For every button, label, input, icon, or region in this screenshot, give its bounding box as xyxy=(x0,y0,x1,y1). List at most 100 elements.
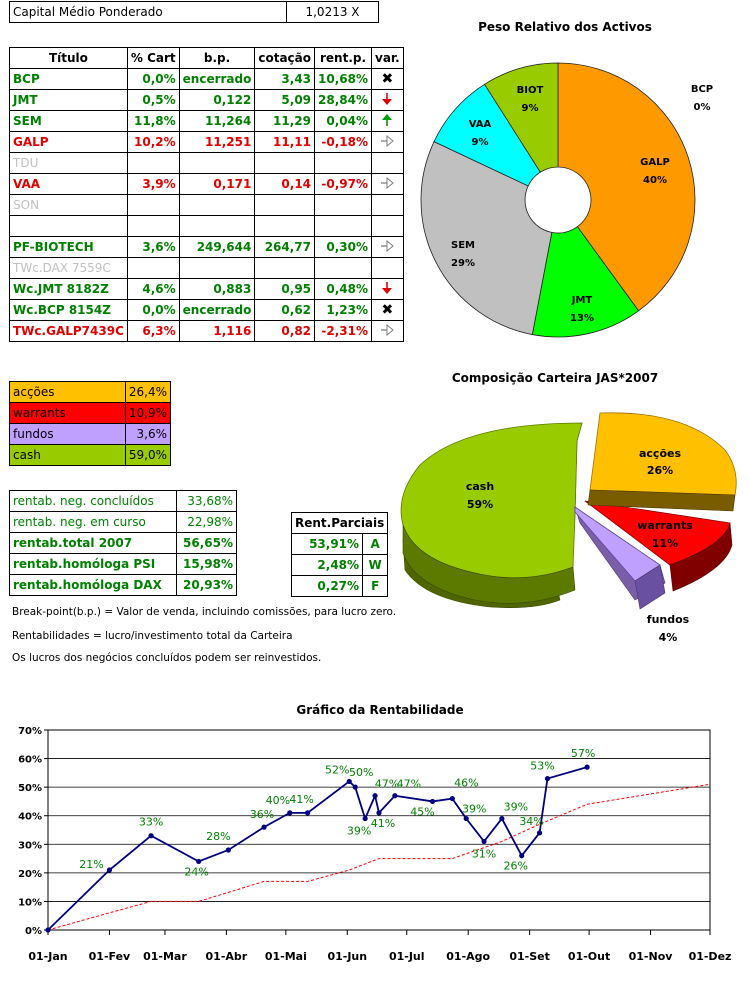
data-label: 41% xyxy=(289,793,313,806)
data-point xyxy=(45,927,51,933)
data-label: 45% xyxy=(410,805,434,818)
arrow-right-icon xyxy=(380,176,394,189)
pie3d-slice-accoes xyxy=(589,412,737,496)
donut-label-sem: SEM xyxy=(451,240,475,251)
pie3d-label-cash: cash xyxy=(466,480,494,493)
y-tick-label: 40% xyxy=(18,812,42,823)
parciais-row: 2,48% W xyxy=(290,554,389,576)
rentab-row: rentab. neg. em curso 22,98% xyxy=(9,511,237,533)
donut-chart: GALP 40% JMT 13% SEM 29% VAA 9% BIOT 9% BCP 0% xyxy=(420,62,713,338)
cell-var xyxy=(371,278,404,300)
x-tick-label: 01-Set xyxy=(509,950,550,963)
data-label: 24% xyxy=(184,865,208,878)
donut-slice-biot xyxy=(484,62,559,173)
table-row: GALP 10,2% 11,251 11,11 -0,18% xyxy=(9,131,404,153)
parciais-code: A xyxy=(362,533,389,555)
close-icon: ✖ xyxy=(381,71,394,87)
x-tick-label: 01-Fev xyxy=(89,950,131,963)
cell-cot: 0,95 xyxy=(254,278,316,300)
cell-cot: 0,82 xyxy=(254,320,316,342)
note-rentabilidades: Rentabilidades = lucro/investimento tota… xyxy=(12,630,293,642)
rentab-table: rentab. neg. concluídos 33,68% rentab. neg… xyxy=(9,490,237,596)
cell-pct: 3,6% xyxy=(126,236,180,258)
x-tick-label: 01-Dez xyxy=(689,950,732,963)
table-row xyxy=(9,215,404,237)
cell-bp xyxy=(178,215,256,237)
data-point xyxy=(287,810,293,816)
cell-pct xyxy=(126,215,180,237)
cell-rent xyxy=(314,152,372,174)
data-label: 53% xyxy=(530,760,554,773)
donut-pct-sem: 29% xyxy=(451,258,475,269)
pie3d-accoes-front xyxy=(587,489,736,512)
cell-rent: -0,18% xyxy=(314,131,372,153)
cell-bp: 1,116 xyxy=(178,320,256,342)
note-lucros: Os lucros dos negócios concluídos podem … xyxy=(12,652,322,664)
rentab-value: 22,98% xyxy=(176,511,237,533)
y-tick-label: 30% xyxy=(18,840,42,851)
cell-rent: 10,68% xyxy=(314,68,372,90)
rentab-row: rentab.homóloga PSI 15,98% xyxy=(9,553,237,575)
parciais-header: Rent.Parciais xyxy=(290,512,389,534)
cell-var xyxy=(371,152,404,174)
y-tick-label: 0% xyxy=(25,926,42,937)
cell-var: ✖ xyxy=(371,68,404,90)
rentab-value: 15,98% xyxy=(176,553,237,575)
cell-name: TWc.GALP7439C xyxy=(9,320,128,342)
capital-box: Capital Médio Ponderado 1,0213 X xyxy=(9,1,379,23)
table-row: PF-BIOTECH 3,6% 249,644 264,77 0,30% xyxy=(9,236,404,258)
x-tick-label: 01-Out xyxy=(568,950,610,963)
cell-name: TDU xyxy=(9,152,128,174)
data-label: 26% xyxy=(503,860,527,873)
data-point xyxy=(544,775,551,782)
composition-label: fundos xyxy=(9,423,126,445)
cell-cot: 5,09 xyxy=(254,89,316,111)
cell-name: JMT xyxy=(9,89,128,111)
data-point xyxy=(346,778,352,785)
data-label: 52% xyxy=(325,763,349,776)
donut-pct-vaa: 9% xyxy=(472,137,489,148)
table-row: Wc.JMT 8182Z 4,6% 0,883 0,95 0,48% xyxy=(9,278,404,300)
cell-var xyxy=(371,236,404,258)
cell-cot: 3,43 xyxy=(254,68,316,90)
data-label: 47% xyxy=(397,778,421,791)
donut-slice-sem xyxy=(420,141,553,336)
cell-cot xyxy=(254,215,316,237)
arrow-down-icon xyxy=(382,281,393,294)
rentab-row: rentab.homóloga DAX 20,93% xyxy=(9,574,237,596)
cell-cot: 0,14 xyxy=(254,173,316,195)
cell-var xyxy=(371,215,404,237)
donut-pct-bcp: 0% xyxy=(694,102,711,113)
close-icon: ✖ xyxy=(381,302,394,318)
arrow-right-icon xyxy=(380,323,394,336)
parciais-row: 0,27% F xyxy=(290,575,389,597)
donut-pct-jmt: 13% xyxy=(570,313,594,324)
cell-cot xyxy=(254,257,316,279)
x-tick-label: 01-Nov xyxy=(629,950,674,963)
cell-name: VAA xyxy=(9,173,128,195)
data-label: 57% xyxy=(571,747,595,760)
col-header-pct: % Cart xyxy=(126,47,180,69)
data-label: 39% xyxy=(462,803,486,816)
rentab-label: rentab.homóloga DAX xyxy=(9,574,177,596)
table-row: SON xyxy=(9,194,404,216)
parciais-code: W xyxy=(362,554,389,576)
composition-label: warrants xyxy=(9,402,126,424)
cell-name: Wc.JMT 8182Z xyxy=(9,278,128,300)
x-tick-label: 01-Jun xyxy=(327,950,367,963)
rentab-value: 20,93% xyxy=(176,574,237,596)
pie3d-pct-fundos: 4% xyxy=(659,631,678,644)
data-point xyxy=(584,764,590,770)
cell-cot: 11,29 xyxy=(254,110,316,132)
data-point xyxy=(392,793,398,799)
cell-pct: 10,2% xyxy=(126,131,180,153)
data-label: 39% xyxy=(347,825,371,838)
cell-bp xyxy=(178,194,256,216)
pie3d-title: Composição Carteira JAS*2007 xyxy=(451,371,659,385)
cell-cot xyxy=(254,194,316,216)
cell-bp: encerrado xyxy=(178,68,256,90)
rentab-label: rentab. neg. em curso xyxy=(9,511,177,533)
cell-pct: 4,6% xyxy=(126,278,180,300)
cell-pct xyxy=(126,152,180,174)
data-label: 47% xyxy=(375,778,399,791)
